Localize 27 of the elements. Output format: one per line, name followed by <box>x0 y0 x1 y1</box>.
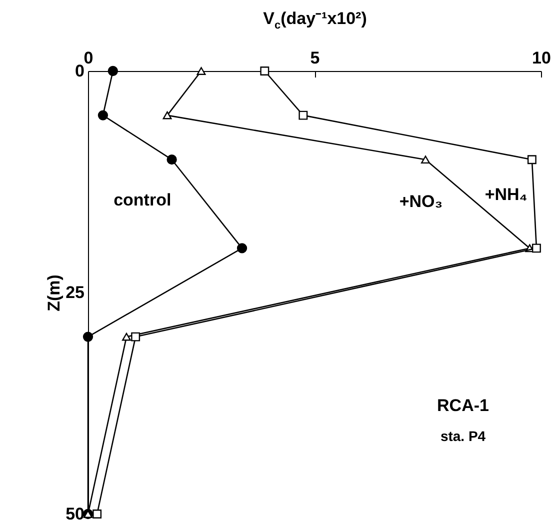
series-label: +NO₃ <box>399 192 443 212</box>
y-tick-label: 0 <box>75 62 84 80</box>
point <box>260 66 270 76</box>
point <box>421 156 430 164</box>
x-axis-title: V$_{c}$(day⁻¹x10²) <box>262 8 368 32</box>
point <box>122 332 131 341</box>
point <box>236 243 248 254</box>
point <box>162 111 172 120</box>
point <box>196 67 206 75</box>
point <box>298 110 308 120</box>
x-tick-label: 5 <box>310 48 320 68</box>
point <box>98 110 108 120</box>
y-axis-title: Z(m) <box>44 274 64 312</box>
point <box>82 332 94 342</box>
y-tick-label: 50 <box>66 504 84 524</box>
point <box>166 154 177 165</box>
point <box>532 244 541 253</box>
series-label: control <box>114 190 172 210</box>
y-tick-label: 25 <box>66 283 84 302</box>
point <box>131 332 140 342</box>
annotation: sta. P4 <box>440 428 486 444</box>
annotation: RCA-1 <box>437 396 489 415</box>
point <box>92 510 102 518</box>
x-tick-label: 10 <box>532 48 551 68</box>
series-label: +NH₄ <box>484 185 528 204</box>
point <box>527 155 536 164</box>
point <box>108 66 118 76</box>
